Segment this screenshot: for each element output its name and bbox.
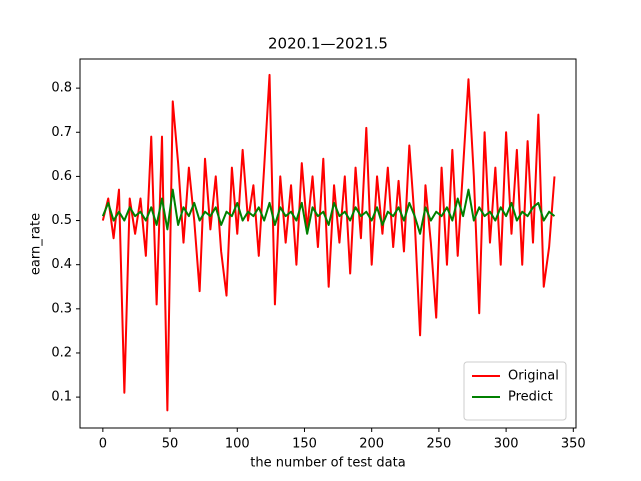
y-tick-label: 0.4 [51, 257, 72, 272]
x-axis-label: the number of test data [250, 456, 405, 471]
legend-label: Original [508, 369, 559, 384]
y-tick-label: 0.6 [51, 169, 72, 184]
y-axis-label: earn_rate [29, 213, 44, 275]
line-series [101, 73, 556, 412]
y-tick-label: 0.7 [51, 125, 72, 140]
legend-label: Predict [508, 390, 553, 405]
y-tick-label: 0.8 [51, 81, 72, 96]
line-series [101, 188, 556, 235]
chart-title: 2020.1—2021.5 [268, 35, 388, 53]
y-tick-label: 0.1 [51, 390, 72, 405]
x-tick-label: 350 [561, 437, 586, 452]
y-tick-label: 0.3 [51, 301, 72, 316]
x-tick-label: 200 [359, 437, 384, 452]
x-tick-label: 0 [99, 437, 107, 452]
x-tick-label: 50 [162, 437, 179, 452]
x-tick-label: 250 [426, 437, 451, 452]
x-tick-label: 300 [494, 437, 519, 452]
y-tick-label: 0.2 [51, 345, 72, 360]
plot-frame [79, 58, 577, 429]
x-tick-label: 100 [225, 437, 250, 452]
x-tick-label: 150 [292, 437, 317, 452]
y-tick-label: 0.5 [51, 213, 72, 228]
